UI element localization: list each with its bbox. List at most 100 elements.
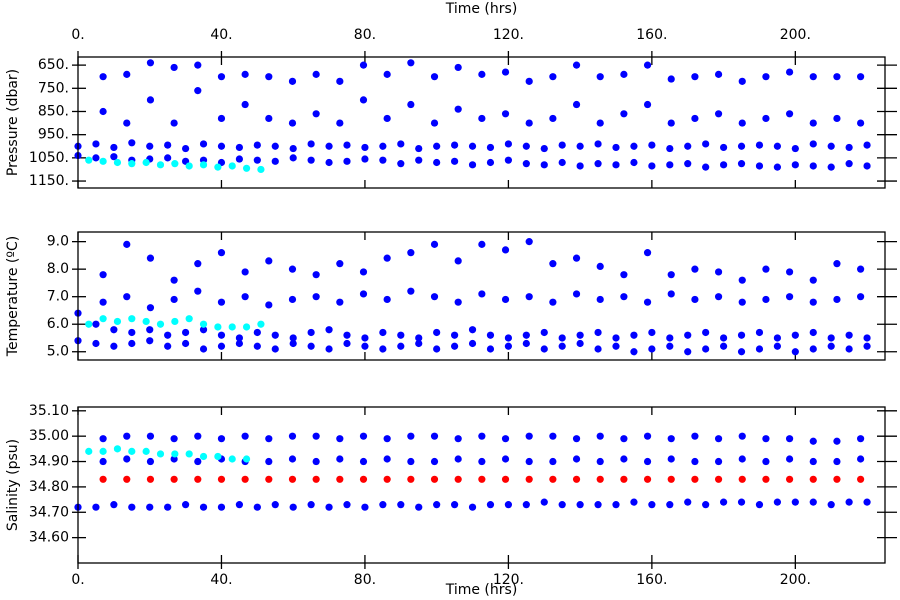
data-point	[827, 501, 835, 509]
data-point	[643, 100, 652, 109]
data-point	[397, 140, 405, 148]
x-tick-label: 40.	[210, 572, 232, 588]
data-point	[620, 70, 628, 78]
data-point	[228, 323, 236, 331]
data-point	[857, 455, 865, 463]
data-point	[271, 157, 279, 165]
data-point	[359, 268, 368, 276]
y-tick-label: 35.00	[29, 428, 69, 444]
data-point	[486, 158, 495, 167]
data-point	[643, 475, 652, 483]
data-point	[325, 503, 333, 511]
data-point	[217, 331, 226, 339]
data-point	[110, 153, 118, 161]
data-point	[755, 328, 764, 337]
data-point	[468, 503, 477, 511]
data-point	[691, 114, 699, 123]
data-point	[142, 447, 150, 455]
data-point	[343, 141, 351, 149]
data-point	[289, 334, 297, 342]
data-point	[265, 73, 273, 81]
data-point	[845, 345, 853, 353]
data-point	[217, 73, 226, 81]
data-point	[99, 435, 107, 443]
data-point	[85, 320, 93, 328]
data-point	[572, 435, 581, 443]
data-point	[194, 475, 202, 483]
data-point	[92, 154, 100, 162]
data-point	[666, 144, 674, 153]
data-point	[99, 298, 107, 306]
data-point	[737, 142, 746, 150]
data-point	[667, 435, 675, 443]
data-point	[486, 501, 495, 509]
data-point	[288, 475, 297, 483]
data-point	[415, 144, 423, 153]
data-point	[397, 331, 405, 339]
data-point	[738, 276, 746, 284]
data-point	[359, 475, 368, 483]
data-point	[785, 110, 794, 118]
data-point	[99, 447, 107, 455]
data-point	[415, 334, 423, 342]
data-point	[684, 331, 692, 339]
data-point	[791, 144, 799, 153]
data-point	[522, 339, 530, 348]
data-point	[454, 475, 462, 483]
data-point	[164, 342, 172, 350]
data-point	[359, 432, 368, 440]
data-point	[265, 257, 273, 265]
data-point	[199, 161, 208, 169]
data-point	[576, 331, 584, 339]
data-point	[525, 432, 533, 440]
data-point	[92, 320, 100, 328]
data-point	[762, 265, 770, 273]
panel: 0. 40. 80. 120. 160. 200. Time (hrs) 34.60 34.70…	[5, 403, 897, 598]
data-point	[289, 144, 297, 153]
data-point	[630, 348, 638, 356]
data-point	[415, 503, 423, 511]
data-point	[857, 265, 865, 273]
data-point	[379, 156, 387, 164]
data-point	[691, 73, 699, 81]
data-point	[525, 293, 533, 301]
data-point	[359, 96, 368, 104]
data-point	[558, 342, 566, 350]
data-point	[407, 287, 415, 295]
data-point	[383, 70, 391, 78]
data-point	[312, 70, 320, 78]
data-point	[99, 315, 107, 323]
data-point	[478, 457, 486, 466]
data-point	[773, 342, 782, 350]
data-point	[809, 162, 817, 170]
data-point	[549, 457, 557, 466]
data-point	[128, 315, 136, 323]
data-point	[809, 345, 817, 353]
data-point	[182, 144, 190, 153]
data-point	[430, 475, 439, 483]
y-tick-label: 5.0	[47, 344, 69, 360]
data-point	[501, 68, 510, 76]
data-point	[666, 342, 674, 350]
data-point	[92, 503, 100, 511]
data-point	[596, 475, 604, 483]
y-tick-label: 1150.	[29, 173, 69, 189]
data-point	[684, 498, 692, 506]
data-point	[648, 328, 656, 337]
data-point	[146, 142, 154, 150]
data-point	[235, 339, 243, 348]
x-tick-label: 0.	[71, 27, 84, 43]
data-point	[737, 348, 746, 356]
y-tick-label: 750.	[38, 80, 69, 96]
data-point	[415, 339, 423, 348]
data-point	[128, 160, 136, 168]
data-point	[572, 61, 581, 69]
data-point	[430, 240, 439, 248]
data-point	[501, 475, 510, 483]
data-point	[648, 501, 656, 509]
data-point	[596, 295, 604, 304]
data-point	[185, 450, 193, 458]
data-point	[594, 328, 602, 337]
data-point	[785, 475, 794, 483]
data-point	[265, 435, 273, 443]
